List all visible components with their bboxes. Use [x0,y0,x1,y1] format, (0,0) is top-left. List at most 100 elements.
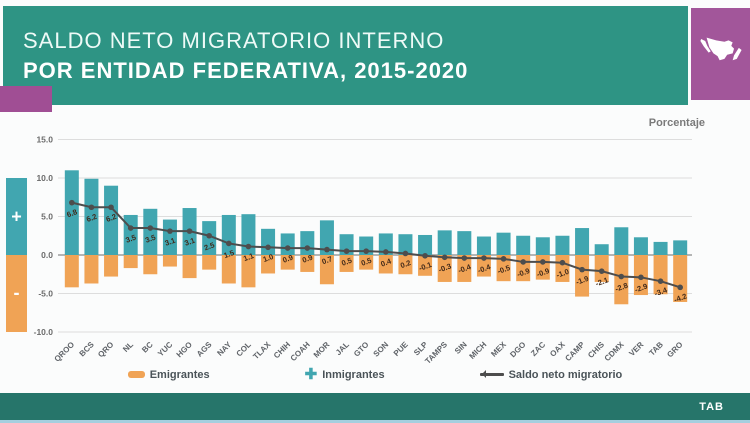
saldo-point [657,278,664,284]
saldo-value-label: 0.5 [340,256,353,268]
y-axis-label: 0.0 [41,250,53,260]
x-axis-label: PUE [392,340,410,358]
inmigrantes-bar [300,231,315,255]
inmigrantes-bar [398,234,413,255]
x-axis-label: MOR [312,340,332,360]
saldo-value-label: 2.5 [203,240,216,252]
saldo-point [69,199,75,206]
saldo-value-label: 3.1 [164,236,177,248]
saldo-value-label: -0.9 [516,266,531,279]
inmigrantes-bar [653,241,668,255]
emigrantes-bar [398,255,413,275]
saldo-point [579,266,585,273]
emigrantes-bar [476,255,491,277]
saldo-point [461,255,468,261]
saldo-value-label: 0.5 [360,256,373,268]
x-axis-label: COAH [289,340,312,363]
saldo-value-label: 0.4 [380,256,394,268]
saldo-value-label: 0.7 [321,254,334,266]
saldo-point [677,284,683,291]
saldo-point [383,249,389,255]
saldo-point [245,243,252,250]
minus-sign: - [14,283,20,303]
inmigrantes-bar [143,208,158,255]
saldo-point [304,245,311,251]
saldo-value-label: 6.2 [105,212,118,224]
saldo-point [402,250,409,257]
footer-page-label: TAB [699,400,724,413]
saldo-value-label: -1.0 [555,267,570,280]
saldo-value-label: -3.4 [653,285,669,298]
saldo-value-label: -2.8 [614,281,629,294]
saldo-point [363,248,369,254]
inmigrantes-bar [319,220,334,255]
emigrantes-bar [437,255,452,282]
legend-label-inmigrantes: Inmigrantes [322,368,385,381]
saldo-value-label: 3.1 [183,236,196,248]
inmigrantes-bar [378,233,393,255]
bottom-accent-strip [0,420,750,423]
saldo-value-label: 6.2 [85,212,98,224]
saldo-point [284,245,291,251]
saldo-point [108,204,114,211]
saldo-point [343,248,350,254]
saldo-value-label: -2.9 [633,282,648,295]
x-axis-label: CAMP [563,340,586,363]
inmigrantes-bar [516,235,531,255]
plus-sign: + [11,207,22,227]
x-axis-label: MICH [468,340,489,361]
saldo-value-label: -0.4 [457,262,473,275]
saldo-value-label: 0.2 [399,258,412,270]
x-axis-label: AGS [195,340,214,359]
saldo-value-label: -0.3 [437,262,452,275]
inmigrantes-bar [496,232,511,255]
inmigrantes-bar [535,237,550,255]
logo-box [691,8,750,100]
saldo-value-label: 3.5 [124,233,137,245]
inmigrantes-bar [162,219,177,255]
inmigrantes-bar [241,214,256,255]
emigrantes-bar [339,255,354,272]
saldo-point [540,259,546,265]
emigrantes-bar [359,255,374,270]
emigrantes-bar [418,255,433,276]
saldo-value-label: -0.5 [496,263,511,276]
saldo-value-label: 3.5 [144,233,157,245]
saldo-point [500,256,507,262]
legend-item-inmigrantes: ✚ Inmigrantes [305,367,385,382]
page-title-line1: SALDO NETO MIGRATORIO INTERNO [23,27,445,53]
saldo-point [598,268,605,274]
saldo-value-label: 0.9 [281,253,294,265]
emigrantes-bar [221,255,236,284]
saldo-line-icon [479,370,504,378]
legend-label-saldo: Saldo neto migratorio [508,368,623,381]
plus-indicator-bar [6,178,27,255]
x-axis-label: MEX [489,340,508,359]
saldo-point [186,228,193,234]
saldo-point [520,259,526,265]
inmigrantes-bar [339,234,354,255]
x-axis-label: BCS [78,340,97,359]
saldo-value-label: 0.9 [301,253,314,265]
emigrantes-bar [202,255,217,270]
x-axis-label: TAMPS [423,340,449,366]
footer-bar: TAB [0,393,750,420]
legend-item-emigrantes: Emigrantes [127,369,210,381]
x-axis-label: CDMX [603,340,626,363]
emigrantes-bar [143,255,158,275]
saldo-point [206,232,212,239]
x-axis-label: BC [140,340,155,355]
x-axis-label: ZAC [529,340,547,358]
mexico-map-icon [697,34,745,75]
saldo-value-label: 1.1 [242,251,255,263]
emigrantes-bar [496,255,511,282]
saldo-value-label: 1.5 [223,248,236,260]
emigrantes-bar [261,255,276,274]
inmigrantes-bar [594,244,609,255]
chart-canvas: 15.0 10.0 5.0 0.0 -5.0 -10.0 + - QROO BCS QRO NL BC Y… [6,135,692,366]
saldo-point [638,274,644,281]
emigrantes-bar [673,255,688,302]
saldo-value-label: -0.9 [535,266,550,279]
minus-indicator-bar [6,255,27,332]
